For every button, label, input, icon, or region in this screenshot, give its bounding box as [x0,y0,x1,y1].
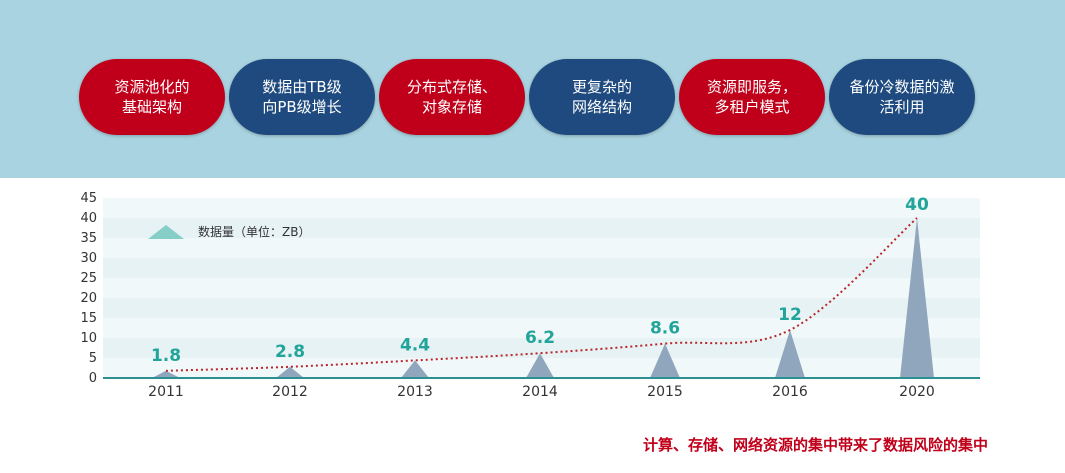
data-label-2013: 4.4 [400,335,430,355]
x-tick-label: 2014 [522,384,558,400]
top-banner: 资源池化的 基础架构 数据由TB级 向PB级增长 分布式存储、 对象存储 更复杂的 网… [0,0,1065,178]
plot-band [103,218,980,238]
feature-pill-1: 资源池化的 基础架构 [79,59,225,135]
plot-band [103,318,980,338]
x-tick-label: 2012 [272,384,308,400]
data-label-2020: 40 [905,195,929,215]
feature-pill-label: 分布式存储、 对象存储 [406,78,497,116]
x-tick-label: 2016 [772,384,808,400]
x-tick-label: 2011 [148,384,184,400]
feature-pill-label: 数据由TB级 向PB级增长 [262,78,342,116]
data-label-2015: 8.6 [650,319,680,339]
data-volume-chart: 0 5 10 15 20 25 30 35 40 45 1.8 2.8 4.4 6.2 8.6 12 40 201… [80,191,980,400]
feature-pill-label: 备份冷数据的激 活利用 [849,78,955,116]
plot-band [103,298,980,318]
y-tick-label: 5 [89,351,97,366]
bar-2013 [401,360,429,378]
y-tick-label: 20 [80,291,97,306]
feature-pill-label: 更复杂的 网络结构 [571,78,632,116]
bar-2011 [152,370,180,378]
data-label-2016: 12 [778,305,802,325]
bar-2014 [526,353,554,378]
y-tick-label: 30 [80,251,97,266]
y-tick-label: 15 [80,311,97,326]
bar-2016 [775,330,805,378]
legend-label: 数据量（单位：ZB） [198,224,310,239]
y-tick-label: 0 [89,371,97,386]
y-tick-label: 10 [80,331,97,346]
bar-2012 [276,366,304,378]
feature-pill-5: 资源即服务， 多租户模式 [679,59,825,135]
x-tick-label: 2013 [397,384,433,400]
y-tick-label: 25 [80,271,97,286]
data-label-2014: 6.2 [525,328,555,348]
bar-2020 [900,218,934,378]
plot-band [103,278,980,298]
footer-note: 计算、存储、网络资源的集中带来了数据风险的集中 [643,436,989,454]
data-label-2011: 1.8 [151,346,181,366]
legend-marker-icon [148,225,184,239]
plot-band [103,238,980,258]
data-label-2012: 2.8 [275,342,305,362]
bar-2015 [650,343,680,378]
x-tick-label: 2015 [647,384,683,400]
plot-band [103,258,980,278]
feature-pill-label: 资源池化的 基础架构 [114,78,190,116]
feature-pill-label: 资源即服务， 多租户模式 [706,78,797,116]
plot-band [103,338,980,358]
feature-pill-4: 更复杂的 网络结构 [529,59,675,135]
y-tick-label: 35 [80,231,97,246]
feature-pill-2: 数据由TB级 向PB级增长 [229,59,375,135]
x-tick-label: 2020 [899,384,935,400]
y-tick-label: 45 [80,191,97,206]
plot-band [103,198,980,218]
feature-pill-3: 分布式存储、 对象存储 [379,59,525,135]
y-tick-label: 40 [80,211,97,226]
feature-pill-6: 备份冷数据的激 活利用 [829,59,975,135]
